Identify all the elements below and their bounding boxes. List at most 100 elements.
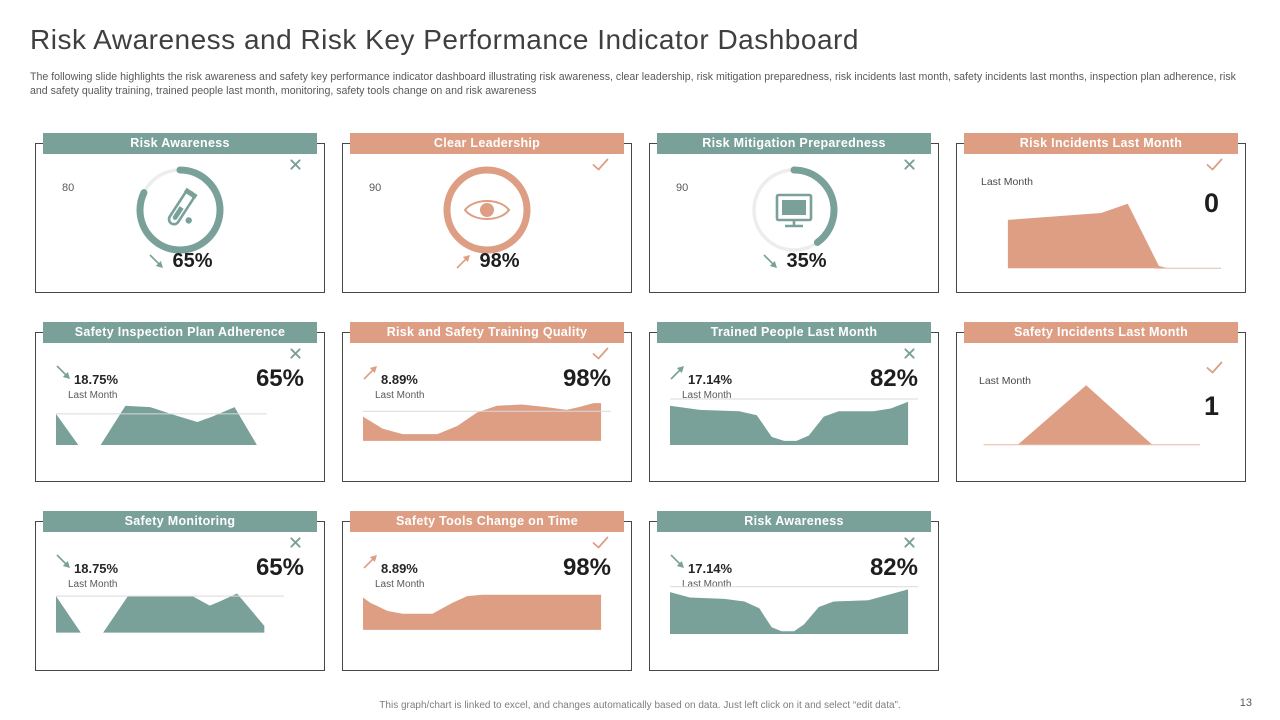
kpi-card: Risk Incidents Last Month Last Month 0 bbox=[956, 133, 1246, 293]
change-percent: 18.75% bbox=[74, 372, 119, 387]
kpi-card: Risk and Safety Training Quality 8.89% Las… bbox=[342, 322, 632, 482]
check-mark-icon bbox=[1206, 158, 1223, 171]
trend-up-icon bbox=[363, 555, 377, 569]
area-chart bbox=[363, 403, 611, 441]
eye-icon bbox=[463, 200, 511, 220]
kpi-value: 82% bbox=[869, 554, 918, 581]
change-percent: 8.89% bbox=[381, 372, 418, 387]
card-chart-canvas[interactable]: Last Month 0 bbox=[956, 143, 1246, 293]
kpi-value: 65% bbox=[255, 554, 304, 581]
card-chart-canvas[interactable]: Last Month 1 bbox=[956, 332, 1246, 482]
trend-up-icon bbox=[670, 366, 684, 380]
cross-mark bbox=[903, 158, 916, 176]
gauge-chart bbox=[136, 166, 224, 254]
kpi-card: Safety Incidents Last Month Last Month 1 bbox=[956, 322, 1246, 482]
kpi-value: 65% bbox=[172, 250, 213, 272]
cross-mark-icon bbox=[290, 348, 301, 359]
card-title: Safety Monitoring bbox=[43, 511, 317, 532]
kpi-card: Trained People Last Month 17.14% Last Mon… bbox=[649, 322, 939, 482]
kpi-card: Safety Tools Change on Time 8.89% Last Mon… bbox=[342, 511, 632, 671]
cross-mark bbox=[903, 347, 916, 365]
card-title: Clear Leadership bbox=[350, 133, 624, 154]
area-chart bbox=[1007, 203, 1221, 282]
card-chart-canvas[interactable]: 17.14% Last Month 82% bbox=[649, 332, 939, 482]
area-chart bbox=[56, 593, 304, 633]
check-mark bbox=[592, 158, 609, 176]
card-title: Risk Mitigation Preparedness bbox=[657, 133, 931, 154]
cross-mark bbox=[289, 158, 302, 176]
cross-mark bbox=[289, 347, 302, 365]
kpi-card: Risk Mitigation Preparedness 90 35% bbox=[649, 133, 939, 293]
kpi-value: 1 bbox=[1203, 391, 1219, 421]
kpi-card: Clear Leadership 90 98% bbox=[342, 133, 632, 293]
period-label: Last Month bbox=[682, 390, 732, 401]
cross-mark bbox=[289, 536, 302, 554]
check-mark-icon bbox=[592, 158, 609, 171]
trend-down-icon bbox=[149, 254, 164, 268]
card-chart-canvas[interactable]: 80 65% bbox=[35, 143, 325, 293]
card-title: Risk Incidents Last Month bbox=[964, 133, 1238, 154]
check-mark bbox=[1206, 361, 1223, 379]
card-title: Risk Awareness bbox=[43, 133, 317, 154]
check-mark bbox=[1206, 158, 1223, 176]
check-mark-icon bbox=[592, 347, 609, 360]
period-label: Last Month bbox=[375, 390, 425, 401]
trend-down-icon bbox=[763, 254, 778, 268]
cross-mark-icon bbox=[904, 537, 915, 548]
scale-label: 80 bbox=[62, 182, 75, 194]
kpi-card: Safety Monitoring 18.75% Last Month 65% bbox=[35, 511, 325, 671]
check-mark bbox=[592, 347, 609, 365]
cross-mark-icon bbox=[904, 348, 915, 359]
trend-down-arrow bbox=[54, 552, 73, 576]
card-title: Safety Inspection Plan Adherence bbox=[43, 322, 317, 343]
kpi-value: 35% bbox=[786, 250, 827, 272]
trend-up-arrow bbox=[361, 552, 380, 576]
gauge-chart bbox=[443, 166, 531, 254]
kpi-card: Safety Inspection Plan Adherence 18.75% L… bbox=[35, 322, 325, 482]
kpi-value: 98% bbox=[562, 365, 611, 392]
kpi-card: Risk Awareness 80 65% bbox=[35, 133, 325, 293]
cross-mark-icon bbox=[290, 537, 301, 548]
check-mark bbox=[592, 536, 609, 554]
cross-mark-icon bbox=[290, 159, 301, 170]
kpi-value-row: 98% bbox=[343, 250, 631, 273]
scale-label: 90 bbox=[369, 182, 382, 194]
card-chart-canvas[interactable]: 18.75% Last Month 65% bbox=[35, 332, 325, 482]
trend-down-arrow bbox=[54, 363, 73, 387]
card-chart-canvas[interactable]: 18.75% Last Month 65% bbox=[35, 521, 325, 671]
footer-note: This graph/chart is linked to excel, and… bbox=[379, 700, 901, 711]
card-chart-canvas[interactable]: 8.89% Last Month 98% bbox=[342, 332, 632, 482]
card-chart-canvas[interactable]: 17.14% Last Month 82% bbox=[649, 521, 939, 671]
change-percent: 17.14% bbox=[688, 561, 733, 576]
scale-label: 90 bbox=[676, 182, 689, 194]
area-chart bbox=[670, 584, 918, 634]
kpi-cards-grid: Risk Awareness 80 65% Clear Leadership 90 … bbox=[35, 133, 1246, 671]
area-chart bbox=[670, 395, 918, 445]
check-mark-icon bbox=[592, 536, 609, 549]
trend-up-icon bbox=[363, 366, 377, 380]
period-label: Last Month bbox=[375, 579, 425, 590]
card-chart-canvas[interactable]: 90 35% bbox=[649, 143, 939, 293]
card-chart-canvas[interactable]: 8.89% Last Month 98% bbox=[342, 521, 632, 671]
trend-down-icon bbox=[56, 365, 70, 379]
monitor-icon bbox=[775, 193, 813, 228]
kpi-value: 98% bbox=[479, 250, 520, 272]
check-mark-icon bbox=[1206, 361, 1223, 374]
trend-down-icon bbox=[670, 554, 684, 568]
card-title: Safety Incidents Last Month bbox=[964, 322, 1238, 343]
trend-down-icon bbox=[56, 554, 70, 568]
slide-subtitle: The following slide highlights the risk … bbox=[30, 71, 1236, 97]
kpi-value-row: 65% bbox=[36, 250, 324, 273]
page-title: Risk Awareness and Risk Key Performance … bbox=[30, 24, 859, 55]
trend-up-arrow bbox=[361, 363, 380, 387]
card-title: Risk and Safety Training Quality bbox=[350, 322, 624, 343]
change-percent: 8.89% bbox=[381, 561, 418, 576]
area-chart bbox=[363, 594, 602, 630]
page-number: 13 bbox=[1239, 697, 1252, 709]
card-title: Trained People Last Month bbox=[657, 322, 931, 343]
trend-down-arrow bbox=[668, 552, 687, 576]
period-label: Last Month bbox=[682, 579, 732, 590]
test-tube-icon bbox=[167, 187, 198, 226]
card-chart-canvas[interactable]: 90 98% bbox=[342, 143, 632, 293]
area-chart bbox=[979, 385, 1207, 457]
